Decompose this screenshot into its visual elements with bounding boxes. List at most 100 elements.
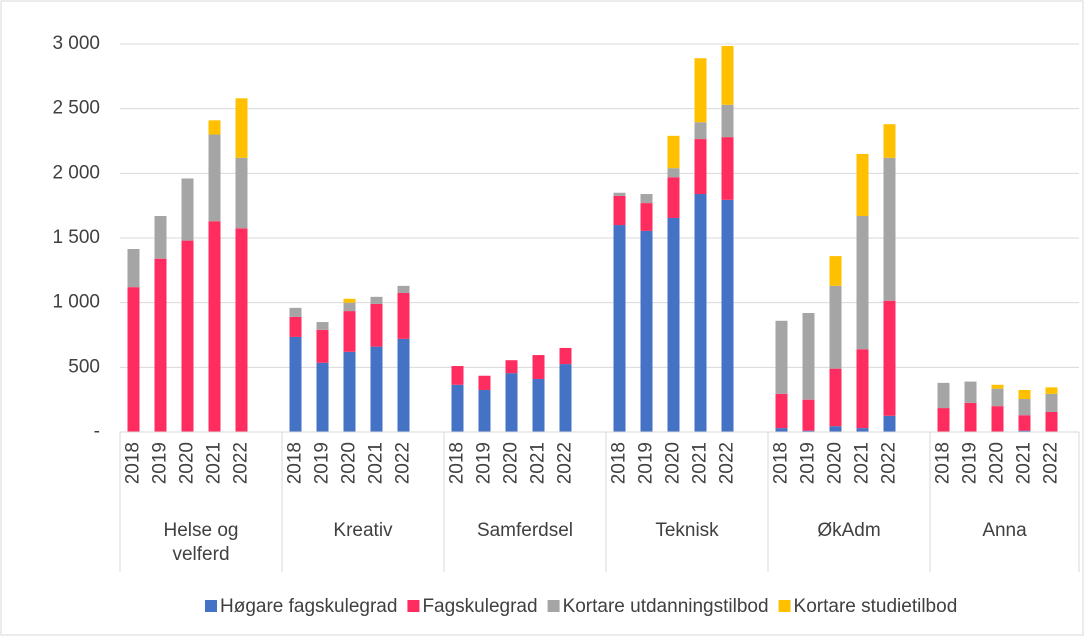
x-tick-label: 2020 <box>663 442 684 484</box>
bar-segment <box>505 360 518 374</box>
x-tick-label: 2019 <box>150 442 171 484</box>
x-tick-label: 2021 <box>204 442 225 484</box>
bar-segment <box>505 373 518 432</box>
x-tick-label: 2022 <box>393 442 414 484</box>
legend-label: Fagskulegrad <box>422 596 537 617</box>
bar-segment <box>235 98 248 158</box>
bar-segment <box>1018 389 1031 400</box>
bar-segment <box>343 302 356 312</box>
bar-segment <box>883 300 896 416</box>
bar-segment <box>127 248 140 288</box>
y-tick-label: 1 500 <box>52 227 100 248</box>
bar-segment <box>775 320 788 394</box>
bar-segment <box>316 362 329 432</box>
bar-segment <box>370 303 383 347</box>
x-tick-label: 2021 <box>1014 442 1035 484</box>
bar-segment <box>829 285 842 369</box>
bar-segment <box>640 203 653 231</box>
bar-segment <box>181 178 194 241</box>
bar-segment <box>856 349 869 429</box>
bar-segment <box>154 258 167 432</box>
x-tick-label: 2018 <box>609 442 630 484</box>
bar-segment <box>856 153 869 217</box>
bar-segment <box>802 313 815 400</box>
y-tick-label: 500 <box>68 356 100 377</box>
bar-segment <box>343 298 356 303</box>
x-tick-label: 2020 <box>339 442 360 484</box>
bar-segment <box>532 378 545 432</box>
x-tick-label: 2020 <box>177 442 198 484</box>
bar-segment <box>721 104 734 138</box>
bar-segment <box>613 225 626 432</box>
bar-segment <box>559 347 572 365</box>
legend-label: Høgare fagskulegrad <box>220 596 397 617</box>
x-tick-label: 2020 <box>501 442 522 484</box>
x-tick-label: 2022 <box>1041 442 1062 484</box>
bar-segment <box>856 428 869 432</box>
y-tick-label: 1 000 <box>52 292 100 313</box>
y-tick-label: 2 500 <box>52 98 100 119</box>
bar-segment <box>289 336 302 432</box>
bar-segment <box>343 311 356 352</box>
group-label: Helse og velferd <box>163 520 239 565</box>
y-tick-label: - <box>94 421 100 442</box>
bar-segment <box>1045 387 1058 394</box>
x-tick-label: 2021 <box>528 442 549 484</box>
x-tick-label: 2019 <box>960 442 981 484</box>
bar-segment <box>694 194 707 432</box>
bar-segment <box>316 329 329 363</box>
x-tick-label: 2018 <box>447 442 468 484</box>
bar-segment <box>613 192 626 196</box>
x-tick-label: 2019 <box>474 442 495 484</box>
bar-segment <box>721 45 734 105</box>
x-tick-label: 2018 <box>933 442 954 484</box>
bar-segment <box>181 240 194 432</box>
bar-segment <box>640 230 653 432</box>
bar-segment <box>451 366 464 385</box>
bar-segment <box>694 122 707 140</box>
legend-swatch <box>407 600 420 612</box>
bar-segment <box>802 399 815 431</box>
bar-segment <box>1018 430 1031 432</box>
bar-segment <box>640 194 653 204</box>
legend-swatch <box>205 600 217 612</box>
bar-segment <box>964 381 977 403</box>
legend-swatch <box>778 600 791 612</box>
bar-segment <box>775 393 788 429</box>
bar-segment <box>964 402 977 432</box>
bar-segment <box>856 216 869 350</box>
x-tick-label: 2018 <box>123 442 144 484</box>
bar-segment <box>883 415 896 432</box>
x-tick-label: 2019 <box>798 442 819 484</box>
x-tick-label: 2022 <box>717 442 738 484</box>
bar-segment <box>289 307 302 317</box>
group-label: ØkAdm <box>817 520 881 541</box>
bar-segment <box>991 384 1004 389</box>
legend-label: Kortare studietilbod <box>794 596 958 617</box>
bar-segment <box>1018 399 1031 416</box>
bar-segment <box>775 428 788 432</box>
y-tick-label: 3 000 <box>52 33 100 54</box>
bar-segment <box>235 157 248 229</box>
group-label: Teknisk <box>655 520 719 541</box>
group-label: Anna <box>982 520 1027 541</box>
group-label: Samferdsel <box>476 520 574 541</box>
x-tick-label: 2021 <box>690 442 711 484</box>
group-label: Kreativ <box>333 520 393 541</box>
bar-segment <box>937 408 950 432</box>
bar-segment <box>316 322 329 330</box>
bar-segment <box>451 384 464 432</box>
x-tick-label: 2019 <box>636 442 657 484</box>
x-tick-label: 2022 <box>879 442 900 484</box>
bar-segment <box>397 292 410 339</box>
bar-segment <box>289 316 302 337</box>
x-tick-label: 2018 <box>285 442 306 484</box>
x-tick-label: 2018 <box>771 442 792 484</box>
bar-segment <box>397 338 410 432</box>
bar-segment <box>1045 411 1058 432</box>
bar-segment <box>694 139 707 195</box>
bar-segment <box>154 216 167 259</box>
bar-segment <box>802 430 815 432</box>
